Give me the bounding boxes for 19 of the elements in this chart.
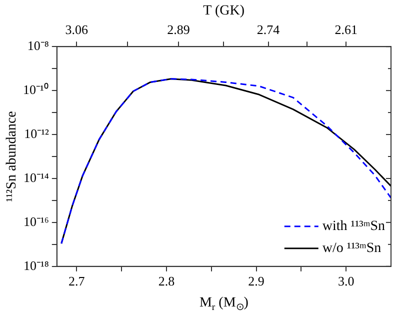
y-axis-title: ¹¹²Sn abundance: [4, 111, 20, 202]
x-tick-label: 2.8: [158, 274, 175, 289]
x2-axis-title: T (GK): [203, 4, 245, 19]
y-tick-label: 10⁻¹⁸: [23, 258, 50, 273]
y-tick-label: 10⁻¹⁶: [23, 214, 49, 229]
x-tick-label: 2.9: [248, 274, 264, 289]
legend-label: with ¹¹³ᵐSn: [322, 219, 386, 234]
legend-label: w/o ¹¹³ᵐSn: [322, 241, 382, 256]
y-tick-label: 10⁻¹⁰: [22, 82, 49, 97]
y-tick-label: 10⁻⁸: [27, 38, 50, 54]
x2-tick-label: 2.89: [167, 22, 190, 38]
x-tick-label: 2.7: [68, 274, 86, 289]
y-tick-label: 10⁻¹⁴: [23, 170, 50, 185]
x-tick-label: 3.0: [338, 274, 354, 289]
x2-tick-label: 3.06: [65, 22, 89, 38]
line-series: [60, 78, 391, 244]
x2-tick-label: 2.61: [334, 22, 358, 38]
y-tick-label: 10⁻¹²: [24, 126, 49, 141]
x2-tick-label: 2.74: [256, 22, 280, 38]
